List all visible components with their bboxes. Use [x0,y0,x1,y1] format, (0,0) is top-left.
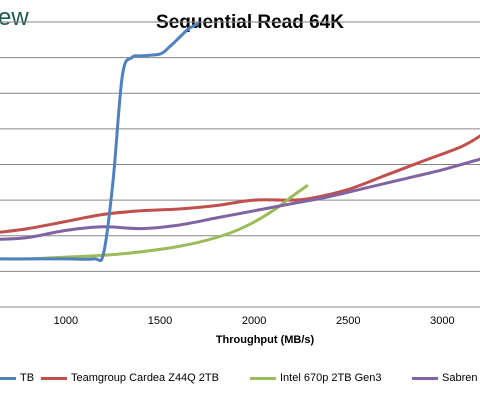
x-tick-label: 1500 [148,315,172,327]
x-axis-label: Throughput (MB/s) [215,334,315,346]
legend-swatch [0,376,16,380]
legend-label: Sabren [442,372,478,384]
series-line [0,22,200,263]
legend-item: Intel 670p 2TB Gen3 [250,372,382,384]
brand-logo: ew [0,4,29,31]
legend: TB Teamgroup Cardea Z44Q 2TB Intel 670p … [0,372,480,388]
x-tick-label: 3000 [430,315,454,327]
x-tick-labels: 1000 1500 2000 2500 3000 [54,315,455,327]
line-chart: 1000 1500 2000 2500 3000 [0,21,480,327]
series-line [0,184,309,261]
x-tick-label: 1000 [54,315,78,327]
x-tick-label: 2000 [242,315,266,327]
legend-swatch [41,376,67,380]
legend-swatch [250,376,276,380]
legend-label: Teamgroup Cardea Z44Q 2TB [71,372,219,384]
legend-label: TB [20,372,35,384]
series-line [0,134,480,234]
legend-item: Sabren [412,372,477,384]
legend-swatch [412,376,438,380]
series-lines [0,22,480,263]
legend-label: Intel 670p 2TB Gen3 [280,372,382,384]
series-line [0,157,480,241]
x-tick-label: 2500 [336,315,360,327]
gridlines [0,21,480,272]
legend-item: Teamgroup Cardea Z44Q 2TB [41,372,219,384]
legend-item: TB [0,372,34,384]
